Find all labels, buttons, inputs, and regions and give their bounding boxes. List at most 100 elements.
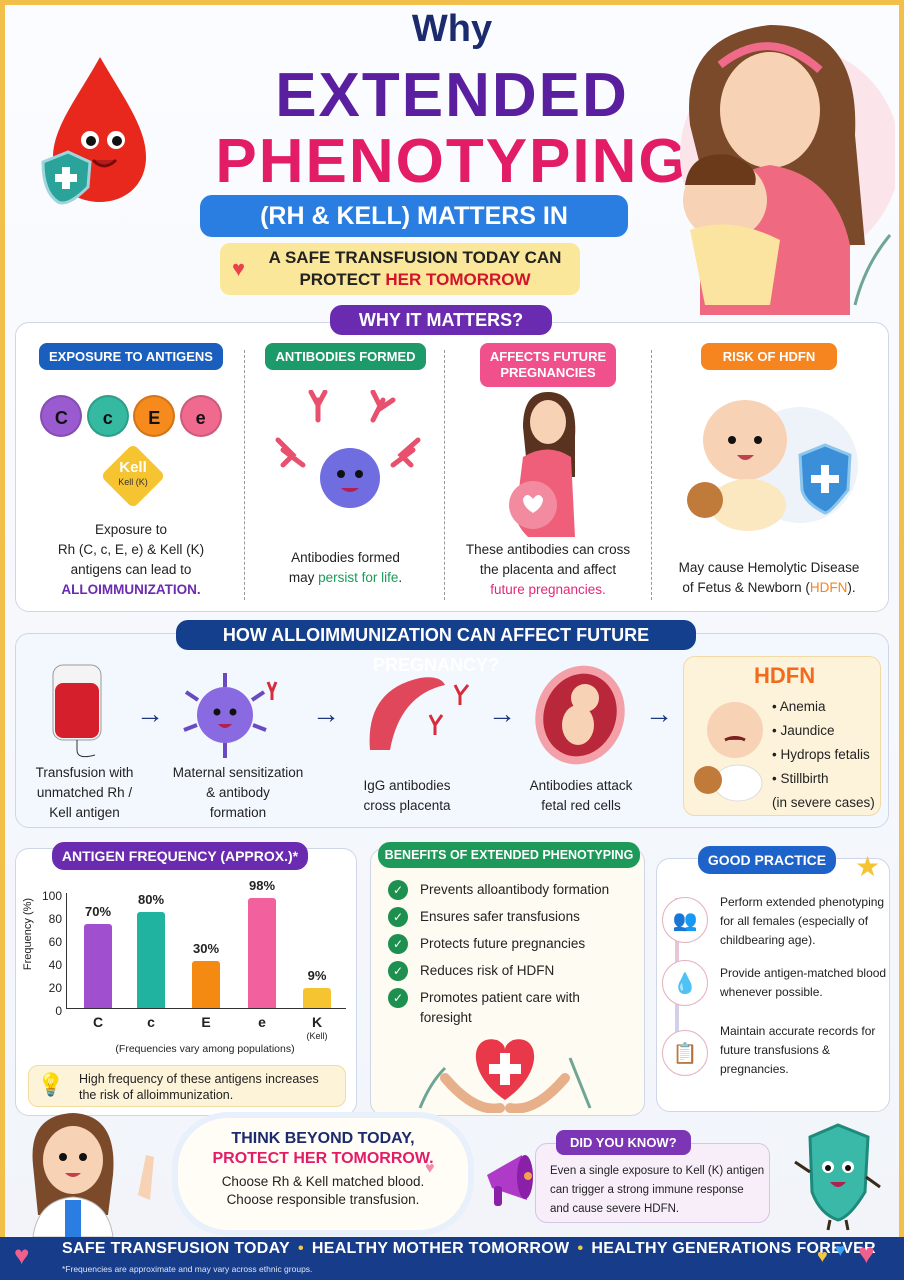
text-line: the placenta and affect <box>479 562 617 577</box>
text-line: Exposure to <box>94 522 168 537</box>
y-tick: 60 <box>48 935 62 949</box>
arrow-right-icon: → <box>488 698 516 729</box>
antigen-e-icon: e <box>179 395 222 437</box>
column-header: RISK OF HDFN <box>700 343 838 370</box>
heart-icon: ♥ <box>835 1240 846 1260</box>
check-icon: ✓ <box>388 961 408 981</box>
antigen-frequency-title: ANTIGEN FREQUENCY (APPROX.)* <box>52 842 308 870</box>
text-line: cross placenta <box>363 798 451 813</box>
benefits-list: ✓ Prevents alloantibody formation ✓ Ensure… <box>388 880 638 1028</box>
hdfn-item: • Hydrops fetalis <box>772 747 870 762</box>
kell-sublabel: Kell (K) <box>118 477 148 487</box>
column-hdfn-risk: RISK OF HDFN May cause Hemolytic Disease… <box>655 335 883 605</box>
x-tick: e <box>258 1014 266 1030</box>
footer-slogan: HEALTHY MOTHER TOMORROW <box>311 1240 570 1257</box>
callout-line2: PROTECT HER TOMORROW. <box>212 1150 434 1167</box>
star-icon: ★ <box>855 851 881 882</box>
did-you-know-text: Even a single exposure to Kell (K) antig… <box>550 1165 765 1215</box>
text-line: of Fetus & Newborn ( <box>682 580 810 595</box>
text-line: & antibody <box>206 785 270 800</box>
exposure-text: Exposure to Rh (C, c, E, e) & Kell (K) a… <box>20 520 242 600</box>
pregnancies-text: These antibodies can cross the placenta … <box>448 540 648 600</box>
did-you-know-title: DID YOU KNOW? <box>556 1130 691 1155</box>
bullet-dot: • <box>577 1240 584 1257</box>
arrow-right-icon: → <box>312 698 340 729</box>
column-divider <box>651 350 652 600</box>
callout-line1: THINK BEYOND TODAY, <box>231 1130 415 1147</box>
crying-baby-icon <box>694 702 763 802</box>
tagline-box: A SAFE TRANSFUSION TODAY CAN PROTECT HER… <box>220 243 580 295</box>
placenta-icon <box>369 677 470 750</box>
heart-icon: ♥ <box>425 1160 435 1177</box>
blood-drop-icon: 💧 <box>662 960 708 1006</box>
persist-highlight: persist for life <box>318 570 399 585</box>
column-divider <box>244 350 245 600</box>
text-line: Maternal sensitization <box>172 765 304 780</box>
footer-slogans: SAFE TRANSFUSION TODAY • HEALTHY MOTHER TO… <box>62 1240 876 1258</box>
lightbulb-icon: 💡 <box>37 1072 65 1097</box>
blood-drop-mascot-icon <box>41 57 146 205</box>
benefit-text: Ensures safer transfusions <box>420 909 580 924</box>
alloimmunization-highlight: ALLOIMMUNIZATION. <box>61 582 201 597</box>
step-3-text: IgG antibodies cross placenta <box>352 776 462 816</box>
arrow-right-icon: → <box>136 698 164 729</box>
header-line: PREGNANCIES <box>500 365 596 380</box>
bar-label: 98% <box>248 878 276 893</box>
benefit-text: Protects future pregnancies <box>420 936 586 951</box>
y-tick: 40 <box>48 958 62 972</box>
antigen-C-icon: C <box>40 395 83 437</box>
column-header: ANTIBODIES FORMED <box>265 343 426 370</box>
benefit-item: ✓ Ensures safer transfusions <box>388 907 638 927</box>
antigen-E-icon: E <box>133 395 176 437</box>
text-line: Kell antigen <box>49 805 120 820</box>
heart-in-hands-icon <box>418 1039 592 1113</box>
good-practice-text: Perform extended phenotyping for all fem… <box>720 895 885 947</box>
hdfn-title: HDFN <box>754 663 816 688</box>
x-tick-sublabel: (Kell) <box>306 1031 328 1041</box>
check-icon: ✓ <box>388 907 408 927</box>
check-icon: ✓ <box>388 988 408 1008</box>
text-line: may <box>288 570 319 585</box>
benefit-item: ✓ Reduces risk of HDFN <box>388 961 638 981</box>
text-line: Transfusion with <box>35 765 134 780</box>
tagline-line1: A SAFE TRANSFUSION TODAY CAN <box>268 248 562 267</box>
bullet-dot: • <box>297 1240 304 1257</box>
tip-text: High frequency of these antigens increas… <box>79 1072 319 1102</box>
chart-note: (Frequencies vary among populations) <box>115 1043 295 1055</box>
benefit-item: ✓ Prevents alloantibody formation <box>388 880 638 900</box>
heart-icon: ♥ <box>858 1238 875 1269</box>
bar-label: 9% <box>307 968 327 983</box>
title-why: Why <box>411 8 493 50</box>
arrow-right-icon: → <box>645 698 673 729</box>
pregnant-woman-icon <box>509 392 576 537</box>
hdfn-item: • Stillbirth <box>772 771 829 786</box>
why-it-matters-title: WHY IT MATTERS? <box>330 305 552 335</box>
hdfn-highlight: HDFN <box>809 580 848 595</box>
text-line: These antibodies can cross <box>465 542 631 557</box>
good-practice-title: GOOD PRACTICE <box>698 846 836 874</box>
header-line: AFFECTS FUTURE <box>489 349 607 364</box>
column-exposure: EXPOSURE TO ANTIGENS C c E e Kell Kell (… <box>20 335 242 605</box>
sensitized-cell-icon <box>183 673 278 758</box>
kell-label: Kell <box>119 459 147 476</box>
benefit-item: ✓ Protects future pregnancies <box>388 934 638 954</box>
bar-C <box>84 924 112 1008</box>
footer-note: *Frequencies are approximate and may var… <box>62 1264 313 1274</box>
column-divider <box>444 350 445 600</box>
y-tick: 20 <box>48 981 62 995</box>
tagline-protect: PROTECT <box>299 270 386 289</box>
chart-y-axis <box>66 893 67 1009</box>
people-icon: 👥 <box>662 897 708 943</box>
chart-x-axis <box>66 1008 346 1009</box>
text-line: Antibodies attack <box>529 778 633 793</box>
title-phenotyping: PHENOTYPING <box>215 127 689 196</box>
did-you-know-box: DID YOU KNOW? Even a single exposure to … <box>535 1130 770 1223</box>
heart-icon: ♥ <box>817 1246 828 1266</box>
benefit-item: ✓ Promotes patient care with foresight <box>388 988 638 1028</box>
y-tick: 80 <box>48 912 62 926</box>
column-antibodies: ANTIBODIES FORMED Antibodies formed may … <box>248 335 443 605</box>
footer-bar <box>0 1237 904 1280</box>
callout-line3: Choose Rh & Kell matched blood. <box>221 1174 425 1189</box>
megaphone-icon <box>487 1155 533 1206</box>
text-line: IgG antibodies <box>363 778 451 793</box>
